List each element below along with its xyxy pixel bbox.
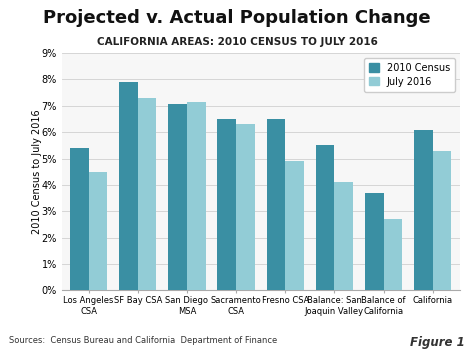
Y-axis label: 2010 Census to July 2016: 2010 Census to July 2016 [32,109,42,234]
Bar [365,193,383,290]
Bar [316,145,335,290]
Bar [89,172,107,290]
Text: Figure 1: Figure 1 [410,336,465,349]
Bar [138,98,156,290]
Text: Sources:  Census Bureau and California  Department of Finance: Sources: Census Bureau and California De… [9,336,278,345]
Bar [236,124,255,290]
Bar [218,119,236,290]
Bar [119,82,138,290]
Text: Projected v. Actual Population Change: Projected v. Actual Population Change [43,9,431,27]
Legend: 2010 Census, July 2016: 2010 Census, July 2016 [365,58,455,92]
Bar [168,104,187,290]
Bar [187,102,206,290]
Bar [383,219,402,290]
Bar [335,182,353,290]
Bar [414,130,433,290]
Bar [433,150,451,290]
Bar [266,119,285,290]
Text: CALIFORNIA AREAS: 2010 CENSUS TO JULY 2016: CALIFORNIA AREAS: 2010 CENSUS TO JULY 20… [97,37,377,47]
Bar [70,148,89,290]
Bar [285,161,304,290]
